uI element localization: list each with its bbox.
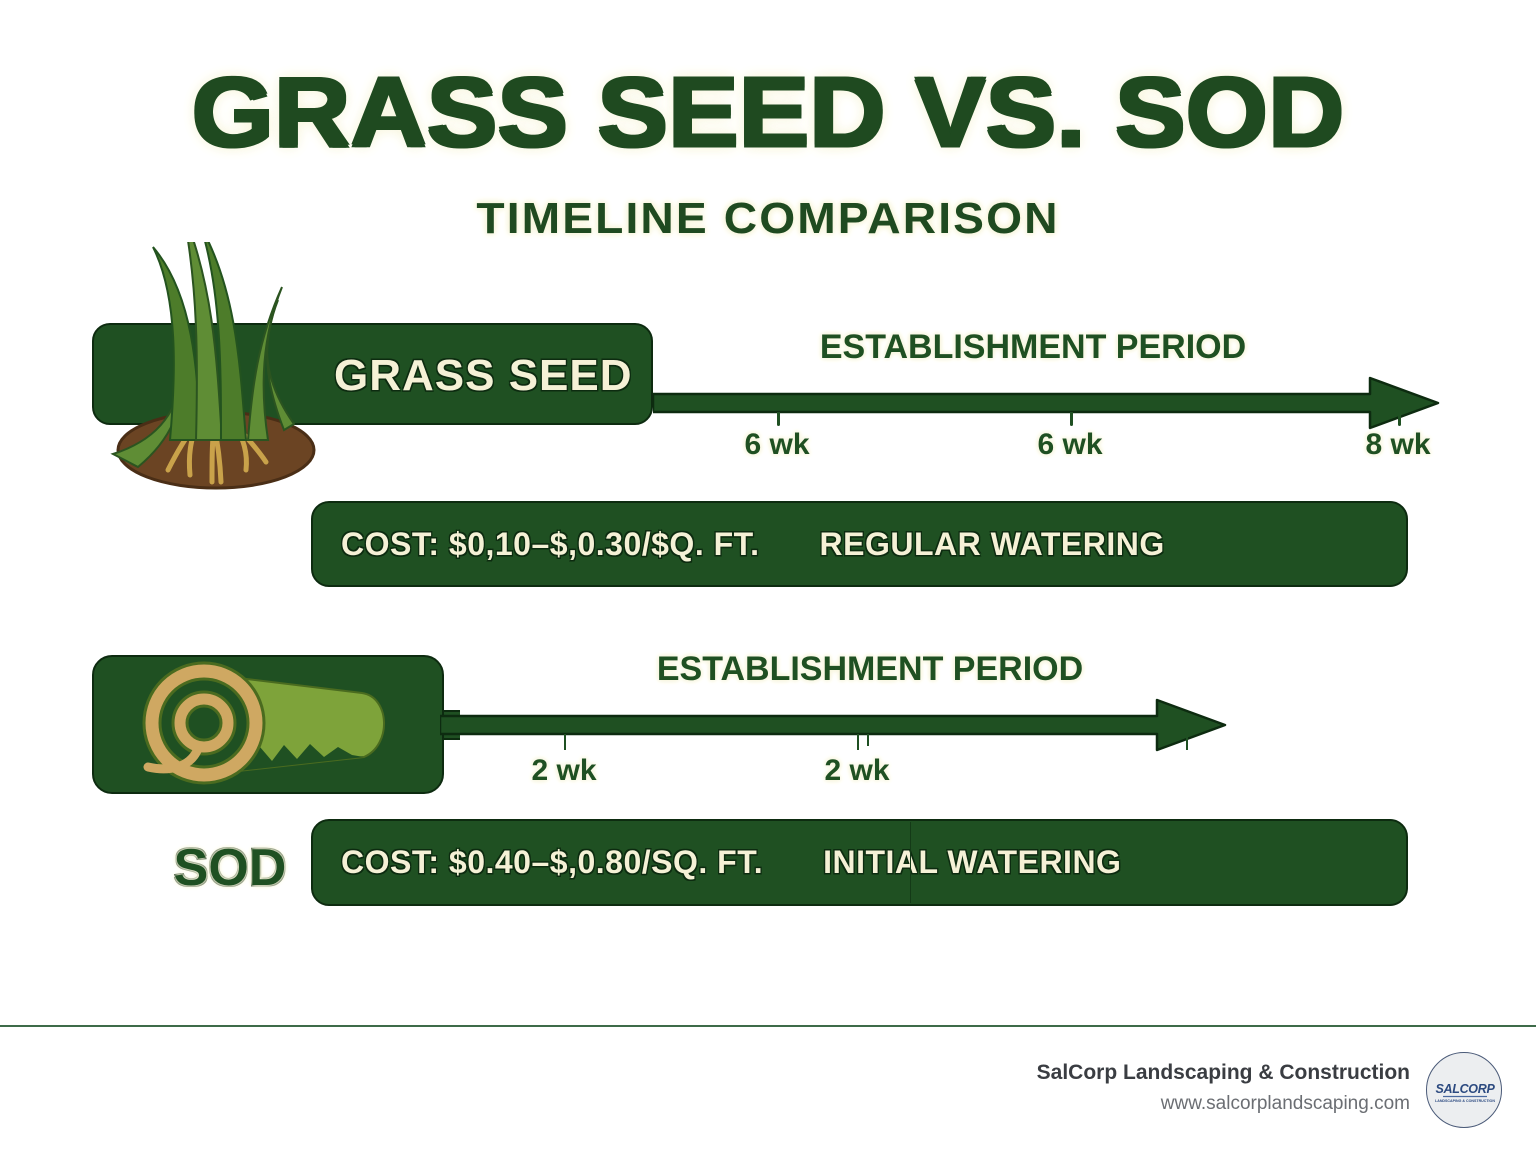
svg-text:SALCORP: SALCORP [1435,1082,1495,1096]
svg-text:LANDSCAPING & CONSTRUCTION: LANDSCAPING & CONSTRUCTION [1435,1099,1495,1103]
